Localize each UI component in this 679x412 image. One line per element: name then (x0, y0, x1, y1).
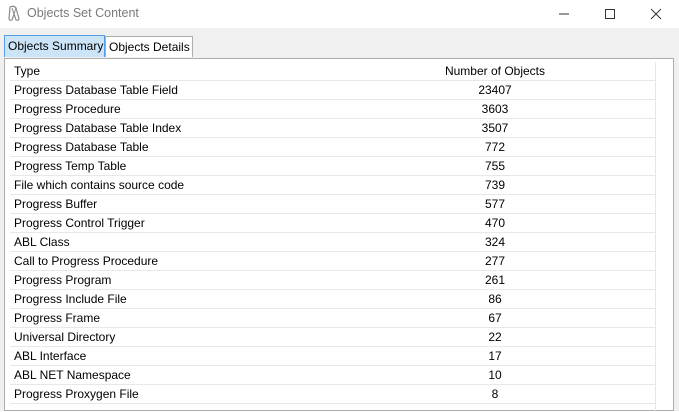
maximize-icon (605, 9, 615, 19)
close-button[interactable] (633, 0, 679, 28)
row-type: Progress Frame (14, 311, 101, 325)
window-body: Objects Summary Objects Details Type Num… (0, 28, 679, 412)
table-row[interactable]: File which contains source code 739 (10, 176, 655, 195)
row-type: Progress Database Table (14, 140, 149, 154)
table-row[interactable]: Universal Directory 22 (10, 328, 655, 347)
table-row[interactable]: ABL NET Namespace 10 (10, 366, 655, 385)
table-row[interactable]: Progress Proxygen File 8 (10, 385, 655, 404)
table-row[interactable]: ABL Class 324 (10, 233, 655, 252)
maximize-button[interactable] (587, 0, 633, 28)
table-header-row: Type Number of Objects (10, 62, 655, 81)
row-type: Progress Program (14, 273, 112, 287)
row-type: ABL Class (14, 235, 70, 249)
objects-summary-table: Type Number of Objects Progress Database… (10, 62, 663, 412)
row-type: Progress Database Table Index (14, 121, 182, 135)
table-row[interactable]: Progress Database Table Index 3507 (10, 119, 655, 138)
row-type: Progress Database Table Field (14, 83, 178, 97)
row-type: Progress Procedure (14, 102, 121, 116)
row-count: 8 (491, 387, 499, 401)
table-row[interactable]: Progress Buffer 577 (10, 195, 655, 214)
row-type: Call to Progress Procedure (14, 254, 159, 268)
table-row[interactable]: Progress Frame 67 (10, 309, 655, 328)
row-type: Progress Include File (14, 292, 127, 306)
column-divider (655, 62, 656, 412)
row-count: 3603 (481, 102, 509, 116)
table-row[interactable]: Progress Temp Table 755 (10, 157, 655, 176)
table-row[interactable]: Progress Database Table 772 (10, 138, 655, 157)
row-count: 755 (484, 159, 506, 173)
pin-app-icon (7, 5, 21, 23)
close-icon (650, 8, 662, 20)
row-type: Progress Control Trigger (14, 216, 145, 230)
table-row[interactable]: Progress Database Table Field 23407 (10, 81, 655, 100)
tab-objects-details[interactable]: Objects Details (105, 36, 193, 57)
row-count: 739 (484, 178, 506, 192)
table-row[interactable]: ABL Interface 17 (10, 347, 655, 366)
table-row[interactable]: Progress Include File 86 (10, 290, 655, 309)
table-row[interactable]: Progress Control Trigger 470 (10, 214, 655, 233)
row-type: Progress Temp Table (14, 159, 127, 173)
row-count: 772 (484, 140, 506, 154)
row-count: 67 (488, 311, 502, 325)
objects-summary-panel: Type Number of Objects Progress Database… (4, 58, 674, 412)
row-type: ABL NET Namespace (14, 368, 131, 382)
row-type: Universal Directory (14, 330, 116, 344)
row-count: 577 (484, 197, 506, 211)
tab-objects-summary[interactable]: Objects Summary (4, 35, 105, 57)
row-count: 324 (484, 235, 506, 249)
row-count: 86 (488, 292, 502, 306)
title-bar: Objects Set Content (0, 0, 679, 28)
minimize-icon (559, 13, 569, 15)
row-count: 3507 (481, 121, 509, 135)
row-count: 17 (488, 349, 502, 363)
row-type: ABL Interface (14, 349, 87, 363)
window-title: Objects Set Content (27, 6, 139, 20)
column-header-count[interactable]: Number of Objects (444, 64, 546, 78)
table-row[interactable]: Progress Procedure 3603 (10, 100, 655, 119)
row-count: 10 (488, 368, 502, 382)
row-count: 470 (484, 216, 506, 230)
column-header-type[interactable]: Type (14, 64, 41, 78)
row-count: 261 (484, 273, 506, 287)
row-count: 277 (484, 254, 506, 268)
row-type: Progress Buffer (14, 197, 98, 211)
row-count: 22 (488, 330, 502, 344)
minimize-button[interactable] (541, 0, 587, 28)
table-row[interactable]: Call to Progress Procedure 277 (10, 252, 655, 271)
row-type: File which contains source code (14, 178, 185, 192)
row-count: 23407 (478, 83, 512, 97)
row-type: Progress Proxygen File (14, 387, 139, 401)
table-row[interactable]: Progress Program 261 (10, 271, 655, 290)
